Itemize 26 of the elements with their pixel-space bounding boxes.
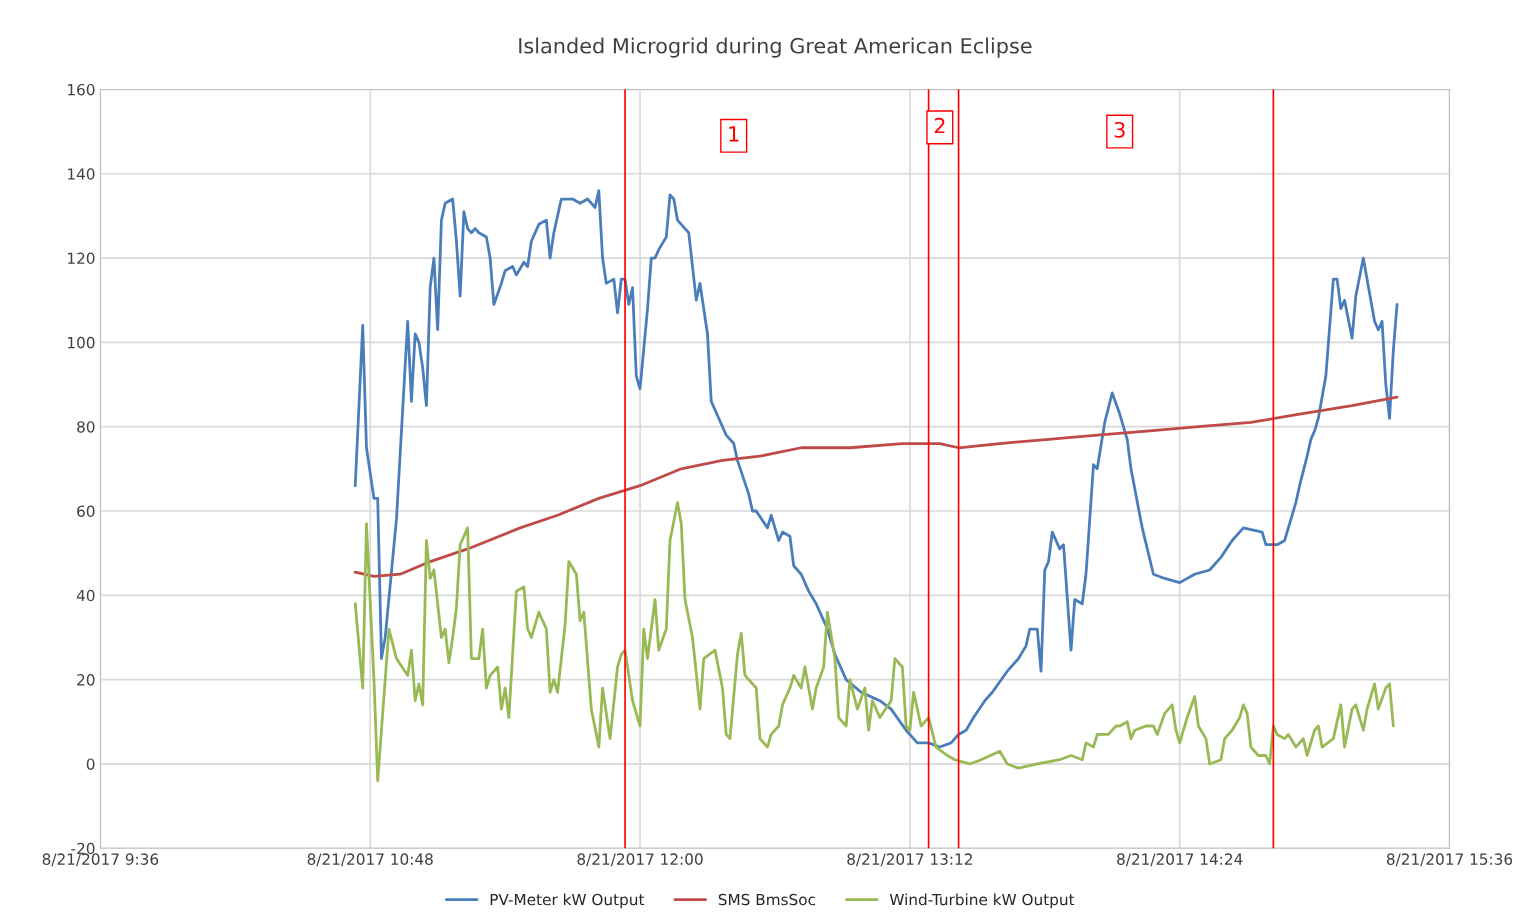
chart-title: Islanded Microgrid during Great American Eclipse [519,37,1032,58]
x-tick-label: 8/21/2017 14:24 [1117,853,1243,867]
y-tick-label: 140 [68,168,95,180]
annotation: 3 [1114,121,1125,138]
y-tick-label: 0 [86,758,95,770]
x-tick-label: 8/21/2017 12:00 [577,853,703,867]
x-tick-label: 8/21/2017 10:48 [307,853,433,867]
x-tick-label: 8/21/2017 13:12 [847,853,972,867]
annotation: 1 [729,126,739,142]
line-series [353,395,1399,578]
y-tick-label: 40 [76,589,95,602]
legend-label: Wind-Turbine kW Output [889,893,1075,909]
y-tick-label: 120 [68,252,95,265]
x-tick-label: 8/21/2017 9:36 [42,853,159,867]
y-tick-label: 20 [77,674,95,686]
y-tick-label: 160 [68,83,95,96]
x-tick-label: 8/21/2017 15:36 [1386,853,1513,867]
annotation: 2 [934,117,945,134]
line-series [353,501,1395,783]
y-tick-label: -20 [71,842,95,855]
y-tick-label: 100 [68,336,95,349]
line-series [353,189,1399,749]
legend-label: SMS BmsSoc [718,893,816,906]
y-tick-label: 60 [77,505,95,518]
y-tick-label: 80 [77,421,95,433]
legend-label: PV-Meter kW Output [490,893,645,909]
